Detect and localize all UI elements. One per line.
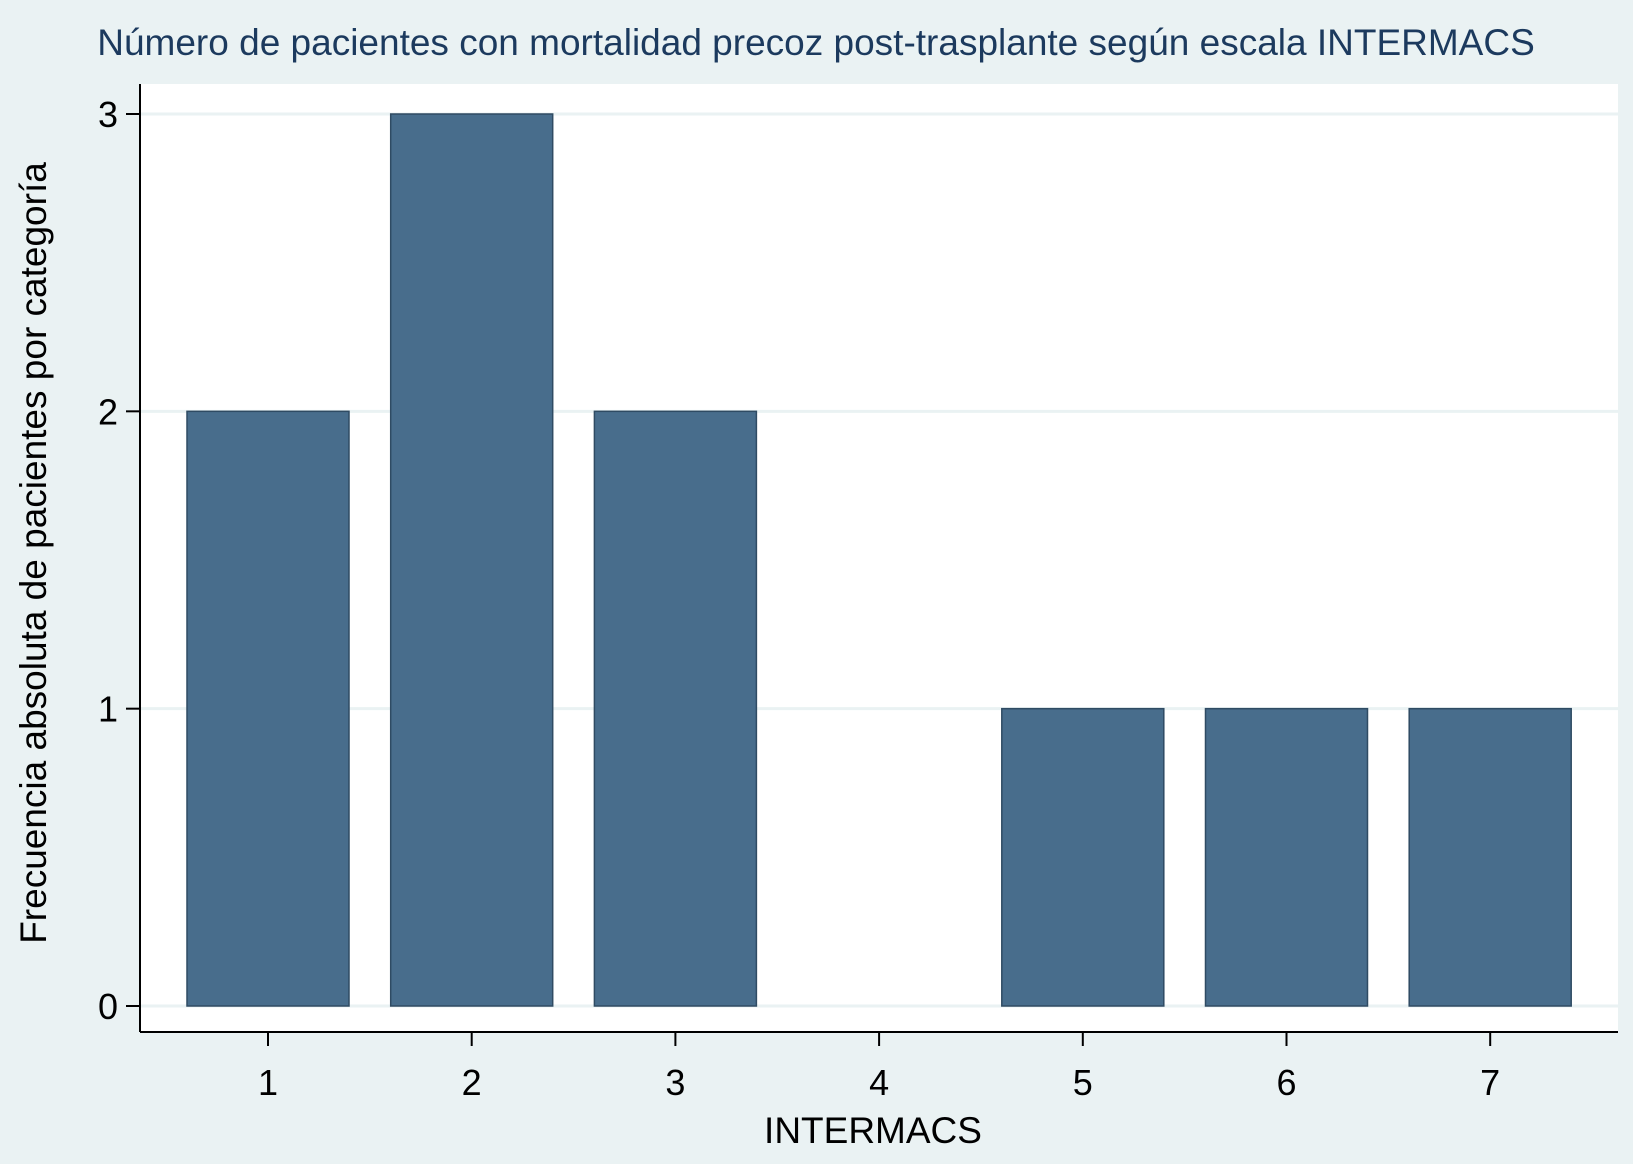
y-tick-label-2: 2: [98, 391, 118, 432]
y-axis-ticks: 0 1 2 3: [98, 94, 140, 1027]
bar-1: [186, 410, 350, 1007]
chart-title: Número de pacientes con mortalidad preco…: [97, 22, 1535, 63]
x-tick-label-3: 3: [665, 1062, 685, 1103]
bar-6: [1204, 707, 1369, 1007]
plot-area: [140, 84, 1618, 1032]
bars: [186, 113, 1572, 1007]
bar-2: [389, 113, 554, 1007]
y-axis-label: Frecuencia absoluta de pacientes por cat…: [13, 162, 54, 944]
x-tick-label-4: 4: [869, 1062, 889, 1103]
x-axis-label: INTERMACS: [764, 1110, 982, 1151]
bar-7: [1408, 707, 1572, 1007]
y-tick-label-1: 1: [98, 689, 118, 730]
x-tick-label-2: 2: [462, 1062, 482, 1103]
bar-3: [593, 410, 758, 1007]
x-tick-label-6: 6: [1276, 1062, 1296, 1103]
x-tick-label-5: 5: [1073, 1062, 1093, 1103]
x-axis-ticks: 1 2 3 4 5 6 7: [258, 1032, 1500, 1103]
bar-5: [1001, 707, 1165, 1007]
x-tick-label-7: 7: [1480, 1062, 1500, 1103]
y-tick-label-0: 0: [98, 986, 118, 1027]
grid-lines: [140, 112, 1618, 1008]
y-tick-label-3: 3: [98, 94, 118, 135]
x-tick-label-1: 1: [258, 1062, 278, 1103]
